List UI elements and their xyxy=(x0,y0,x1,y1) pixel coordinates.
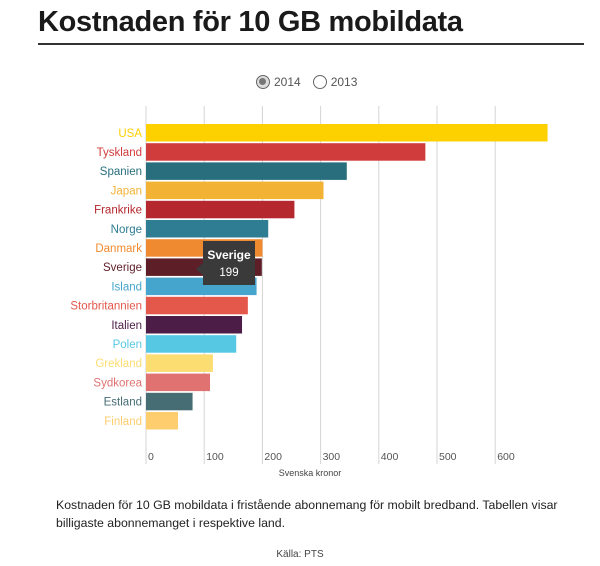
x-axis-title: Svenska kronor xyxy=(279,468,342,478)
x-tick-label: 400 xyxy=(381,451,399,463)
chart-caption: Kostnaden för 10 GB mobildata i friståen… xyxy=(56,498,558,530)
page-title: Kostnaden för 10 GB mobildata xyxy=(38,6,463,38)
bar xyxy=(146,335,237,353)
source-credit: Källa: PTS xyxy=(276,549,324,560)
bar xyxy=(146,296,248,315)
x-tick-label: 600 xyxy=(497,451,515,463)
y-category-label: Japan xyxy=(111,185,142,197)
title-divider xyxy=(38,43,584,45)
y-category-label: USA xyxy=(118,128,142,140)
y-category-label: Danmark xyxy=(95,243,142,255)
bar xyxy=(146,181,324,200)
radio-unselected-icon[interactable] xyxy=(312,75,327,89)
bar xyxy=(146,200,295,219)
x-tick-label: 200 xyxy=(264,451,282,463)
year-legend: 2014 2013 xyxy=(256,75,369,89)
bar-chart: 0 100 200 300 400 500 600 USA Tyskland Spanien Jap… xyxy=(70,106,548,478)
y-category-label: Italien xyxy=(111,320,142,332)
bar xyxy=(146,392,193,411)
y-category-label: Finland xyxy=(104,416,142,428)
tooltip-value: 199 xyxy=(219,267,238,279)
y-category-label: Tyskland xyxy=(97,147,142,159)
y-category-label: Spanien xyxy=(100,166,142,178)
x-tick-label: 100 xyxy=(206,451,224,463)
legend-option-2013[interactable]: 2013 xyxy=(312,75,358,89)
bar xyxy=(146,220,269,238)
legend-option-2014[interactable]: 2014 xyxy=(256,75,301,89)
bar xyxy=(146,316,243,334)
x-tick-label: 500 xyxy=(439,451,457,463)
bar xyxy=(146,354,213,372)
x-tick-label: 0 xyxy=(148,451,154,463)
y-category-label: Grekland xyxy=(95,358,142,370)
y-category-label: Sverige xyxy=(103,262,142,274)
bar xyxy=(146,412,179,430)
tooltip-box xyxy=(203,241,255,285)
bar xyxy=(146,124,548,142)
y-category-label: Sydkorea xyxy=(93,377,142,389)
radio-selected-icon[interactable] xyxy=(256,75,270,89)
y-category-label: Storbritannien xyxy=(70,301,142,313)
legend-label-2013: 2013 xyxy=(330,75,358,89)
bar xyxy=(146,373,211,392)
y-category-label: Island xyxy=(111,281,142,293)
y-category-label: Frankrike xyxy=(94,205,142,217)
tooltip-pointer xyxy=(196,263,203,275)
y-category-label: Norge xyxy=(111,224,142,236)
tooltip-label: Sverige xyxy=(207,248,251,262)
y-category-label: Polen xyxy=(113,339,142,351)
x-tick-label: 300 xyxy=(323,451,341,463)
bar xyxy=(146,162,347,180)
legend-label-2014: 2014 xyxy=(274,75,301,89)
y-category-label: Estland xyxy=(104,397,142,409)
bar xyxy=(146,143,426,161)
